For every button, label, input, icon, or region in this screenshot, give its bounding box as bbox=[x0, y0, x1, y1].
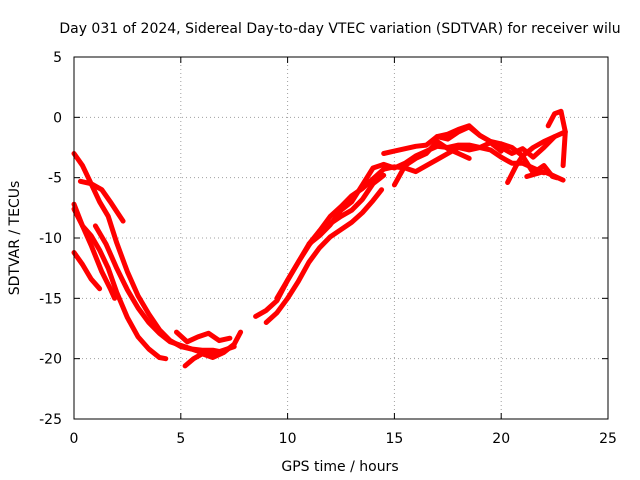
x-tick-label: 25 bbox=[599, 431, 617, 447]
y-axis-label: SDTVAR / TECUs bbox=[7, 181, 23, 296]
x-tick-label: 10 bbox=[279, 431, 297, 447]
sdtvar-trace-arc-15 bbox=[434, 123, 558, 159]
sdtvar-trace-arc-18 bbox=[545, 108, 568, 169]
chart-title: Day 031 of 2024, Sidereal Day-to-day VTE… bbox=[59, 21, 620, 37]
y-tick-label: 5 bbox=[53, 50, 62, 66]
sdtvar-trace-arc-8 bbox=[182, 329, 244, 369]
sdtvar-trace-arc-7 bbox=[174, 329, 233, 345]
grid bbox=[74, 57, 608, 419]
x-axis-label: GPS time / hours bbox=[281, 459, 398, 475]
y-tick-label: -25 bbox=[39, 412, 62, 428]
axis-ticks: 0 5 10 15 20 25 -25 -20 -15 -10 -5 0 5 bbox=[39, 50, 617, 447]
sdtvar-trace-arc-10 bbox=[263, 187, 385, 325]
sdtvar-trace-arc-1 bbox=[71, 250, 103, 292]
x-tick-label: 20 bbox=[492, 431, 510, 447]
sdtvar-trace-arc-14 bbox=[391, 139, 472, 188]
y-tick-label: -10 bbox=[39, 231, 62, 247]
x-tick-label: 0 bbox=[70, 431, 79, 447]
sdtvar-trace-arc-3 bbox=[71, 206, 169, 362]
sdtvar-trace-arc-16 bbox=[505, 153, 560, 185]
sdtvar-trace-arc-11 bbox=[274, 145, 547, 301]
x-tick-label: 5 bbox=[176, 431, 185, 447]
y-tick-label: 0 bbox=[53, 110, 62, 126]
sdtvar-trace-arc-6 bbox=[92, 223, 237, 357]
sdtvar-trace-arc-5 bbox=[77, 178, 126, 224]
y-tick-label: -15 bbox=[39, 291, 62, 307]
x-tick-label: 15 bbox=[385, 431, 403, 447]
y-tick-label: -20 bbox=[39, 352, 62, 368]
data-traces bbox=[71, 108, 568, 369]
y-tick-label: -5 bbox=[48, 171, 62, 187]
sdtvar-trace-arc-17 bbox=[524, 169, 566, 183]
